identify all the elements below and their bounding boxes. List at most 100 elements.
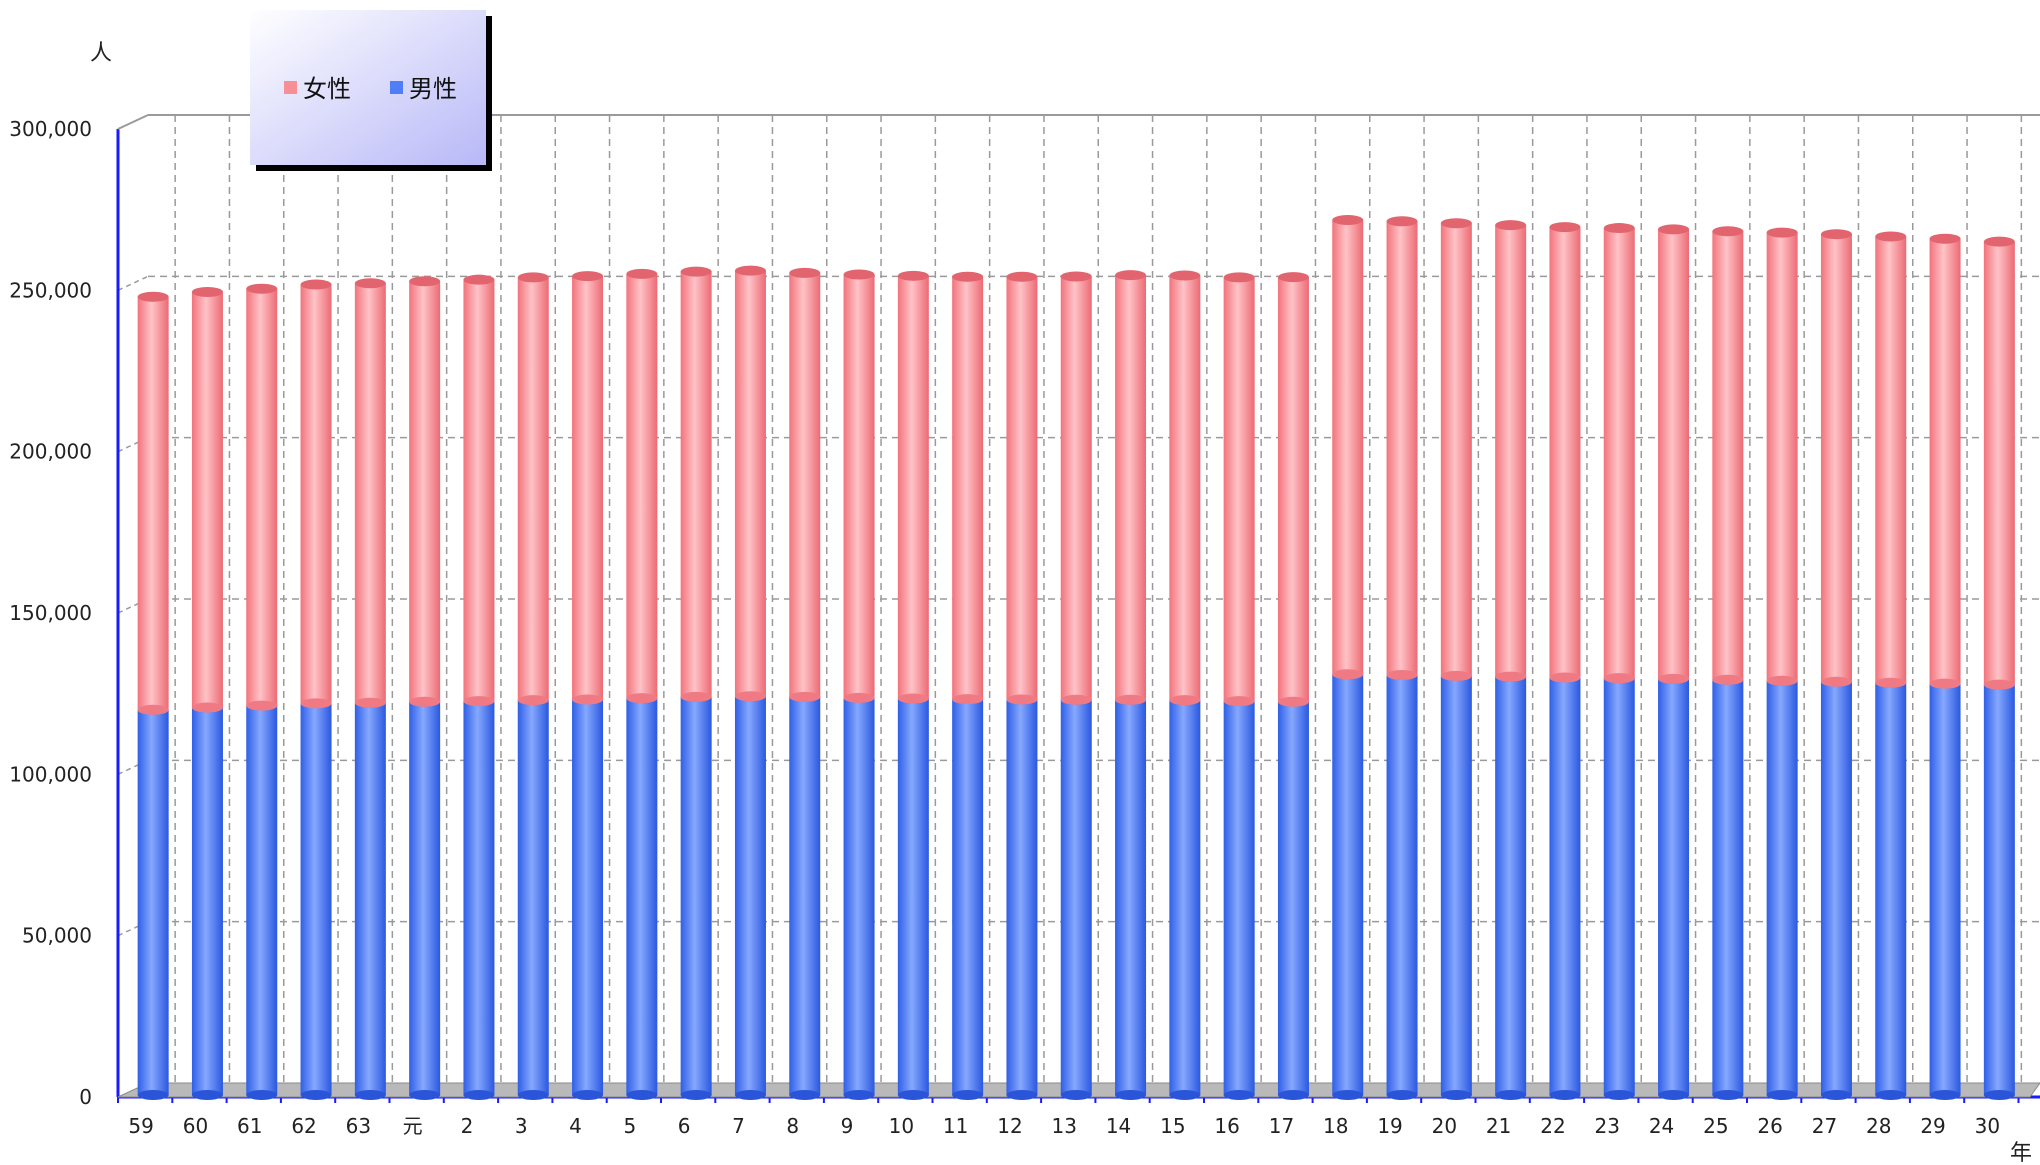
bar-male-base xyxy=(1603,1090,1635,1100)
bar-male-base xyxy=(1549,1090,1581,1100)
x-tick-label: 10 xyxy=(889,1114,914,1138)
x-tick-label: 8 xyxy=(786,1114,799,1138)
bar-male xyxy=(1060,694,1092,1100)
bar-male-body xyxy=(137,709,169,1095)
x-tick-label: 27 xyxy=(1812,1114,1837,1138)
bar-female xyxy=(137,291,169,715)
bar-female-base xyxy=(463,696,495,707)
bar-male-base xyxy=(137,1090,169,1100)
bar-female-cap xyxy=(1115,270,1147,281)
bar-female xyxy=(843,269,875,703)
x-tick-label: 3 xyxy=(515,1114,528,1138)
bar-female-cap xyxy=(191,286,223,297)
bar-female-body xyxy=(1169,275,1201,701)
bar-male-base xyxy=(300,1090,332,1100)
bar-female-cap xyxy=(1658,224,1690,235)
bar-male xyxy=(1169,695,1201,1100)
bar-female-cap xyxy=(1386,216,1418,227)
bar-male-body xyxy=(246,705,278,1095)
bar-female-body xyxy=(191,291,223,708)
bar-female xyxy=(1766,227,1798,686)
bar-female-body xyxy=(409,281,441,702)
bar-female-cap xyxy=(1223,272,1255,283)
bar-female xyxy=(354,278,386,708)
bar-male-base xyxy=(1169,1090,1201,1100)
gridline-side xyxy=(117,275,149,292)
bar-female-cap xyxy=(897,270,929,281)
bar-male-body xyxy=(1549,677,1581,1095)
bar-female-base xyxy=(1820,676,1852,687)
bar-male-body xyxy=(1875,682,1907,1095)
bar-female-body xyxy=(137,296,169,710)
bar-female xyxy=(1440,218,1472,681)
bar-female-base xyxy=(952,694,984,705)
bar-female xyxy=(734,265,766,702)
bar-male xyxy=(463,696,495,1100)
x-tick-label: 63 xyxy=(346,1114,371,1138)
bar-female-body xyxy=(1820,234,1852,682)
bar-female-body xyxy=(1875,236,1907,683)
bar-female-body xyxy=(1115,275,1147,700)
bar-male-base xyxy=(789,1090,821,1100)
legend-label-male: 男性 xyxy=(409,75,457,103)
x-tick-label: 23 xyxy=(1595,1114,1620,1138)
x-tick-label: 9 xyxy=(841,1114,854,1138)
bar-female-base xyxy=(300,698,332,709)
bar-male-base xyxy=(680,1090,712,1100)
bar-male-base xyxy=(1060,1090,1092,1100)
bar-male-base xyxy=(1332,1090,1364,1100)
bar-female-cap xyxy=(1983,236,2015,247)
x-tick-label: 15 xyxy=(1160,1114,1185,1138)
bar-female xyxy=(1386,216,1418,680)
bar-male-body xyxy=(1603,678,1635,1095)
bar-female xyxy=(1983,236,2015,690)
bar-male-body xyxy=(1929,683,1961,1095)
y-axis-unit-label: 人 xyxy=(90,41,112,66)
x-tick-label: 28 xyxy=(1866,1114,1891,1138)
bar-male-body xyxy=(1766,680,1798,1095)
y-tick-label: 0 xyxy=(79,1085,92,1109)
bar-male xyxy=(1440,670,1472,1100)
x-tick-label: 13 xyxy=(1052,1114,1077,1138)
bar-male-body xyxy=(572,699,604,1095)
bar-female xyxy=(1549,222,1581,683)
bar-female-base xyxy=(137,704,169,715)
bar-male-base xyxy=(843,1090,875,1100)
bar-male-base xyxy=(1712,1090,1744,1100)
bar-male-base xyxy=(1386,1090,1418,1100)
bar-male-body xyxy=(1169,700,1201,1095)
bar-male-body xyxy=(517,700,549,1095)
bar-male-base xyxy=(1006,1090,1038,1100)
x-tick-label: 59 xyxy=(128,1114,153,1138)
x-tick-label: 7 xyxy=(732,1114,745,1138)
bar-female-cap xyxy=(1277,272,1309,283)
bar-male-body xyxy=(463,701,495,1095)
bar-female-body xyxy=(1386,221,1418,675)
x-tick-label: 11 xyxy=(943,1114,968,1138)
bar-male-body xyxy=(1440,675,1472,1095)
bar-female-cap xyxy=(789,267,821,278)
bar-female-cap xyxy=(734,265,766,276)
x-tick-label: 19 xyxy=(1377,1114,1402,1138)
bar-female-body xyxy=(626,273,658,699)
bar-female-body xyxy=(734,270,766,697)
bar-female-cap xyxy=(1712,226,1744,237)
x-tick-label: 16 xyxy=(1214,1114,1239,1138)
bar-male-base xyxy=(626,1090,658,1100)
x-tick-label: 26 xyxy=(1757,1114,1782,1138)
bar-male-base xyxy=(1929,1090,1961,1100)
bar-male-base xyxy=(1277,1090,1309,1100)
bar-female-cap xyxy=(572,271,604,282)
bar-female-base xyxy=(1169,695,1201,706)
bar-female-body xyxy=(246,288,278,706)
bar-female-body xyxy=(463,279,495,702)
bar-female-base xyxy=(843,692,875,703)
bar-male-base xyxy=(354,1090,386,1100)
bar-male-base xyxy=(1983,1090,2015,1100)
bar-female xyxy=(1820,229,1852,687)
legend-label-female: 女性 xyxy=(303,75,351,103)
bar-female-body xyxy=(897,275,929,699)
bar-female-body xyxy=(517,277,549,701)
bar-male-base xyxy=(517,1090,549,1100)
bar-male-base xyxy=(191,1090,223,1100)
